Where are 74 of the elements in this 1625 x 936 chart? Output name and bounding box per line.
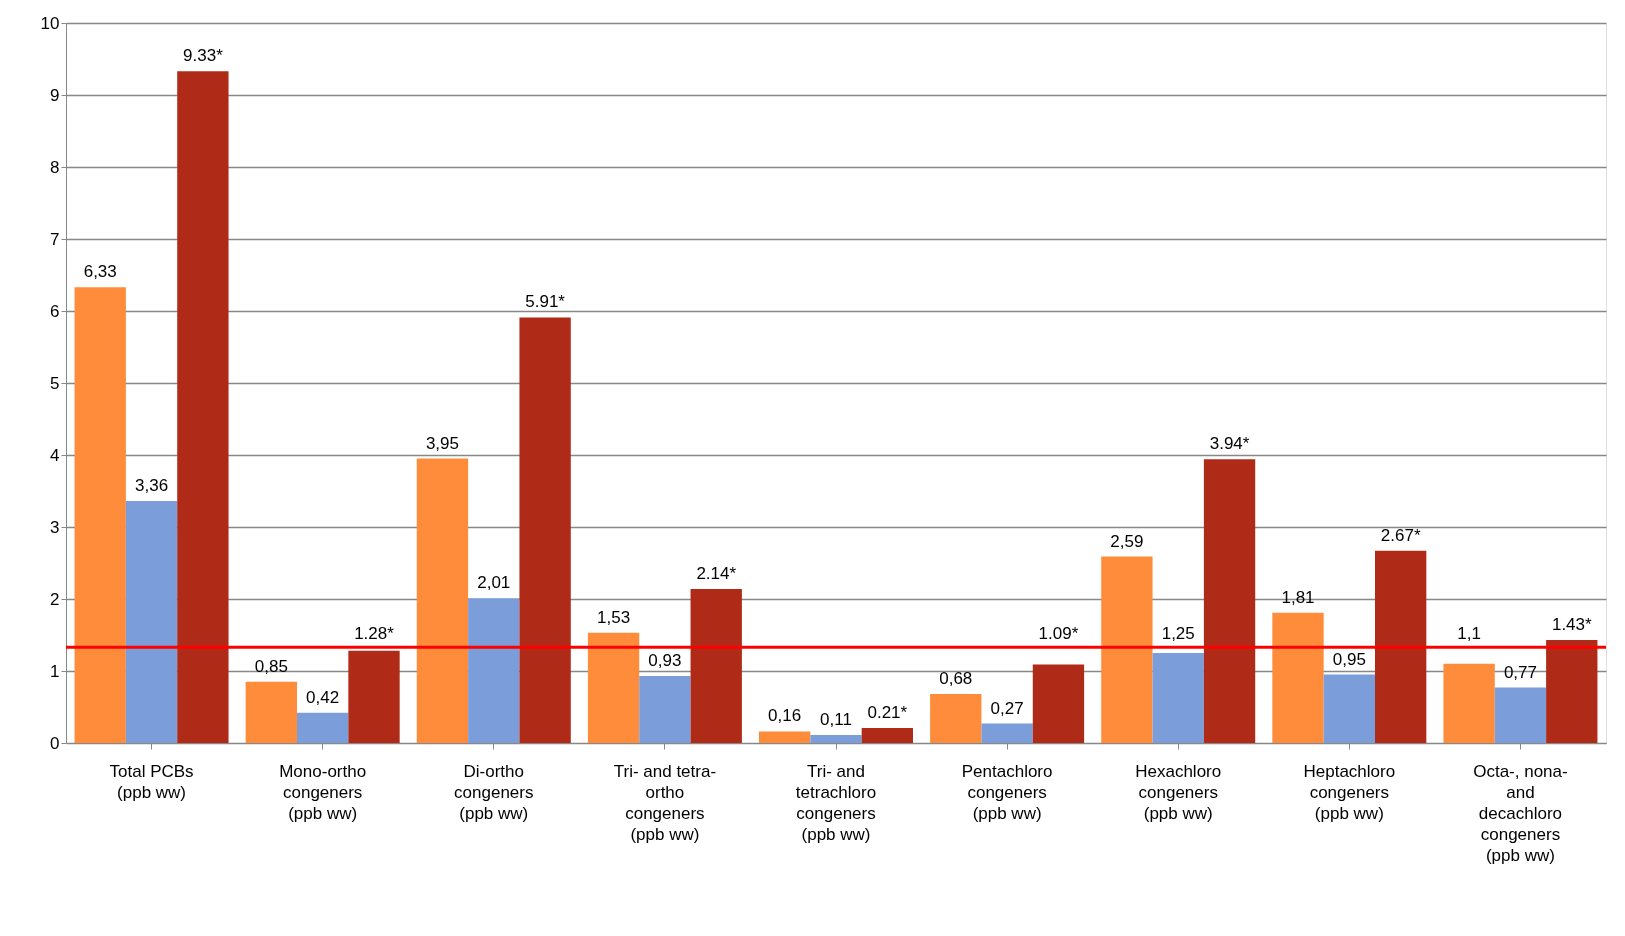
- x-tick-label: Octa-, nona- and decachloro congeners (ppb ww): [1473, 761, 1568, 865]
- data-label: 2,59: [1110, 531, 1144, 551]
- data-label: 1,25: [1161, 624, 1195, 644]
- x-tick-label: Tri- and tetra- ortho congeners (ppb ww): [613, 761, 717, 844]
- bar: [348, 650, 400, 743]
- bar: [1443, 663, 1495, 743]
- data-label: 1,81: [1281, 587, 1315, 607]
- y-tick-label: 1: [50, 661, 60, 681]
- bar: [74, 287, 126, 743]
- y-tick-label: 9: [50, 85, 60, 105]
- bar: [1272, 612, 1324, 743]
- bar: [759, 731, 811, 743]
- bar: [1494, 687, 1547, 743]
- y-tick-label: 6: [50, 301, 60, 321]
- x-tick-label: Mono-ortho congeners (ppb ww): [279, 761, 367, 823]
- y-tick-label: 5: [50, 373, 60, 393]
- data-label: 3,36: [135, 476, 169, 496]
- data-label: 1.28*: [354, 624, 395, 644]
- y-tick-label: 10: [40, 13, 60, 33]
- bar: [468, 598, 520, 743]
- data-label: 5.91*: [525, 292, 566, 312]
- x-tick-label: Hexachloro congeners (ppb ww): [1135, 761, 1222, 823]
- y-tick-label: 8: [50, 157, 60, 177]
- data-label: 0,16: [768, 706, 802, 726]
- y-tick-label: 7: [50, 229, 60, 249]
- bar: [639, 676, 691, 743]
- x-tick-label: Pentachloro congeners (ppb ww): [961, 761, 1053, 823]
- bar: [587, 632, 640, 743]
- bar: [245, 681, 297, 743]
- bar: [416, 458, 469, 743]
- x-tick-label: Total PCBs (ppb ww): [109, 761, 194, 802]
- data-label: 0,85: [254, 656, 288, 676]
- x-tick-label: Heptachloro congeners (ppb ww): [1303, 761, 1396, 823]
- bar: [519, 317, 571, 743]
- y-tick-label: 4: [50, 445, 60, 465]
- bar: [861, 727, 913, 743]
- bar: [1032, 664, 1085, 743]
- data-label: 2.14*: [696, 563, 737, 583]
- data-label: 2,01: [477, 573, 511, 593]
- bar: [981, 723, 1033, 743]
- data-label: 0,93: [648, 651, 682, 671]
- data-label: 0,77: [1503, 662, 1537, 682]
- bar: [690, 588, 742, 743]
- bar: [1375, 550, 1427, 743]
- data-label: 6,33: [83, 262, 117, 282]
- data-label: 2.67*: [1380, 525, 1421, 545]
- bar: [930, 694, 982, 743]
- bar: [810, 735, 862, 743]
- bar: [1152, 653, 1204, 743]
- y-tick-label: 3: [50, 517, 60, 537]
- data-label: 3,95: [425, 433, 459, 453]
- bar: [297, 712, 349, 743]
- data-label: 1,53: [597, 607, 631, 627]
- data-label: 3.94*: [1209, 434, 1250, 454]
- data-label: 1.43*: [1551, 615, 1593, 635]
- data-label: 9.33*: [183, 46, 224, 66]
- bar: [1323, 674, 1375, 743]
- bar: [1203, 459, 1256, 743]
- x-tick-label: Tri- and tetrachloro congeners (ppb ww): [795, 761, 877, 844]
- y-tick-label: 0: [50, 733, 60, 753]
- data-label: 1.09*: [1038, 624, 1079, 644]
- bar: [177, 71, 229, 743]
- data-label: 1,1: [1457, 624, 1481, 644]
- data-label: 0,95: [1332, 650, 1366, 670]
- data-label: 0.21*: [867, 702, 908, 722]
- bar: [1546, 640, 1598, 743]
- bar: [125, 501, 178, 743]
- data-label: 0,42: [306, 687, 340, 707]
- data-label: 0,27: [990, 698, 1024, 718]
- bar: [1101, 556, 1153, 743]
- data-label: 0,11: [820, 710, 852, 730]
- y-tick-label: 2: [50, 589, 60, 609]
- x-tick-label: Di-ortho congeners (ppb ww): [454, 761, 534, 823]
- data-label: 0,68: [939, 669, 973, 689]
